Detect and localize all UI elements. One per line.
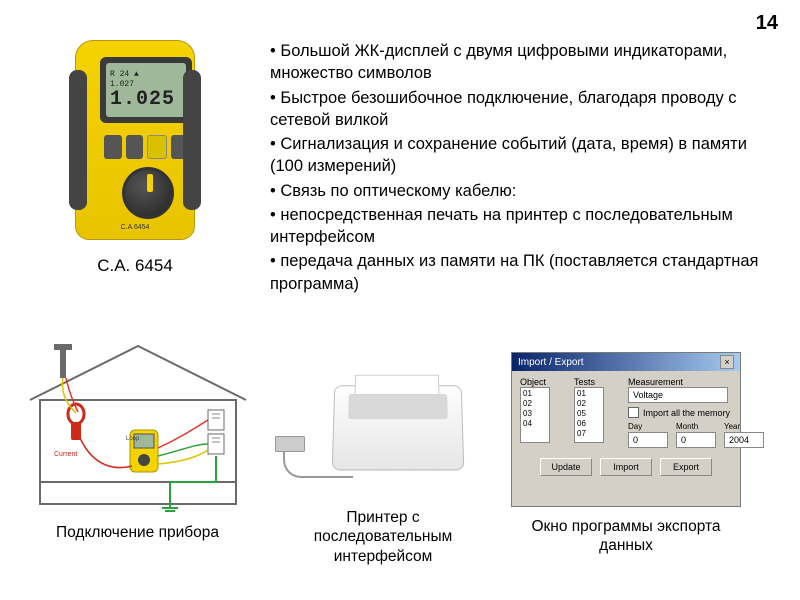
object-group: Object 01 02 03 04 [520, 377, 560, 443]
day-label: Day [628, 422, 668, 431]
device-button [126, 135, 144, 159]
printer-slot [348, 394, 448, 419]
printer-column: Принтер с последовательным интерфейсом [273, 338, 493, 566]
device-button [147, 135, 167, 159]
software-window: Import / Export × Object 01 02 03 04 [511, 352, 741, 507]
month-label: Month [676, 422, 716, 431]
list-item[interactable]: 03 [523, 409, 547, 419]
window-titlebar: Import / Export × [512, 353, 740, 371]
bullet-item: • непосредственная печать на принтер с п… [270, 204, 780, 249]
printer-image [273, 358, 493, 498]
bottom-section: Current Loop [20, 338, 780, 566]
month-group: Month 0 [676, 422, 716, 448]
measurement-group: Measurement Voltage Import all the memor… [628, 377, 764, 448]
import-all-check[interactable]: Import all the memory [628, 407, 764, 418]
printer-connector [275, 436, 305, 452]
screen-line-big: 1.025 [110, 90, 182, 110]
panel-label: Loop [126, 436, 140, 442]
export-button[interactable]: Export [660, 458, 712, 476]
house-caption: Подключение прибора [56, 523, 219, 542]
device-bottom-label: C.A 6454 [76, 224, 194, 231]
close-icon[interactable]: × [720, 355, 734, 369]
device-caption: C.A. 6454 [97, 256, 173, 276]
day-group: Day 0 [628, 422, 668, 448]
window-body: Object 01 02 03 04 Tests 01 02 [512, 371, 740, 506]
tests-list[interactable]: 01 02 05 06 07 [574, 387, 604, 443]
object-label: Object [520, 377, 560, 387]
object-list[interactable]: 01 02 03 04 [520, 387, 550, 443]
list-item[interactable]: 02 [577, 399, 601, 409]
measurement-field[interactable]: Voltage [628, 387, 728, 403]
date-row: Day 0 Month 0 Year 2004 [628, 422, 764, 448]
tests-label: Tests [574, 377, 614, 387]
device-button [104, 135, 122, 159]
screen-line-top: R 24 ▲ [110, 70, 182, 80]
house-column: Current Loop [20, 338, 255, 542]
checkbox-icon[interactable] [628, 407, 639, 418]
device-button-row [104, 135, 188, 159]
list-item[interactable]: 06 [577, 419, 601, 429]
bullet-item: • Сигнализация и сохранение событий (дат… [270, 133, 780, 178]
window-top-row: Object 01 02 03 04 Tests 01 02 [520, 377, 732, 448]
device-screen: R 24 ▲ 1.027 1.025 [106, 63, 186, 117]
list-item[interactable]: 04 [523, 419, 547, 429]
software-caption: Окно программы экспорта данных [526, 517, 726, 556]
printer-paper [355, 375, 440, 396]
device-rotary-dial [122, 167, 174, 219]
list-item[interactable]: 02 [523, 399, 547, 409]
year-label: Year [724, 422, 764, 431]
device-image: R 24 ▲ 1.027 1.025 C.A 6454 [65, 40, 205, 240]
update-button[interactable]: Update [540, 458, 592, 476]
bullet-item: • Быстрое безошибочное подключение, благ… [270, 87, 780, 132]
window-buttons: Update Import Export [520, 458, 732, 476]
clamp-label: Current [54, 451, 77, 458]
device-body: R 24 ▲ 1.027 1.025 C.A 6454 [75, 40, 195, 240]
import-button[interactable]: Import [600, 458, 652, 476]
year-field[interactable]: 2004 [724, 432, 764, 448]
day-field[interactable]: 0 [628, 432, 668, 448]
list-item[interactable]: 01 [523, 389, 547, 399]
feature-bullets: • Большой ЖК-дисплей с двумя цифровыми и… [270, 40, 780, 297]
list-item[interactable]: 05 [577, 409, 601, 419]
tests-group: Tests 01 02 05 06 07 [574, 377, 614, 443]
measurement-label: Measurement [628, 377, 764, 387]
list-item[interactable]: 07 [577, 429, 601, 439]
device-grip [69, 70, 87, 210]
list-item[interactable]: 01 [577, 389, 601, 399]
device-column: R 24 ▲ 1.027 1.025 C.A 6454 C.A. 6454 [20, 40, 250, 297]
bullet-item: • передача данных из памяти на ПК (поста… [270, 250, 780, 295]
software-column: Import / Export × Object 01 02 03 04 [511, 338, 741, 556]
bullet-item: • Связь по оптическому кабелю: [270, 180, 780, 202]
device-grip [183, 70, 201, 210]
printer-caption: Принтер с последовательным интерфейсом [283, 508, 483, 566]
page-number: 14 [756, 12, 778, 35]
year-group: Year 2004 [724, 422, 764, 448]
printer-cable [283, 448, 353, 478]
check-label: Import all the memory [643, 408, 730, 418]
bullet-item: • Большой ЖК-дисплей с двумя цифровыми и… [270, 40, 780, 85]
house-diagram: Current Loop [20, 338, 255, 513]
month-field[interactable]: 0 [676, 432, 716, 448]
window-title: Import / Export [518, 357, 584, 368]
device-screen-frame: R 24 ▲ 1.027 1.025 [100, 57, 192, 123]
top-section: R 24 ▲ 1.027 1.025 C.A 6454 C.A. 6454 [20, 40, 780, 297]
